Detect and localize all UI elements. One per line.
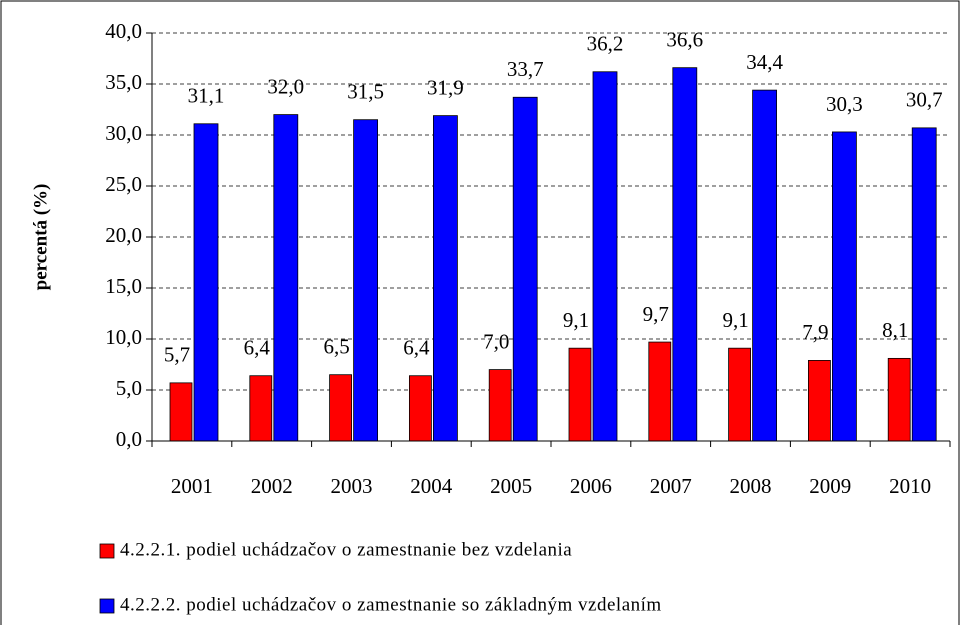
data-label: 9,7	[643, 302, 669, 326]
x-tick-label: 2005	[490, 474, 532, 498]
x-tick-label: 2008	[730, 474, 772, 498]
bar	[648, 341, 672, 442]
bar	[887, 357, 911, 442]
bar	[728, 347, 751, 442]
bar	[832, 131, 857, 442]
data-label: 30,7	[906, 88, 943, 112]
data-label: 7,9	[802, 320, 828, 344]
bar	[512, 96, 538, 442]
bar	[169, 382, 193, 442]
bar	[273, 114, 299, 442]
bar	[488, 369, 512, 442]
legend-swatch	[99, 598, 115, 614]
y-tick-label: 25,0	[105, 172, 142, 196]
data-label: 31,9	[427, 75, 464, 99]
bar	[592, 71, 618, 442]
data-label: 7,0	[483, 329, 509, 353]
y-tick-label: 35,0	[105, 70, 142, 94]
legend-text: 4.2.2.2. podiel uchádzačov o zamestnanie…	[120, 594, 662, 615]
data-label: 36,6	[666, 27, 703, 51]
x-tick-label: 2009	[809, 474, 851, 498]
y-tick-label: 10,0	[105, 325, 142, 349]
x-tick-label: 2007	[650, 474, 692, 498]
data-label: 32,0	[267, 74, 304, 98]
y-tick-label: 30,0	[105, 121, 142, 145]
x-tick-label: 2010	[889, 474, 931, 498]
bar	[249, 375, 273, 442]
y-tick-label: 40,0	[105, 19, 142, 43]
bar	[353, 119, 379, 442]
bar	[329, 374, 353, 442]
x-tick-label: 2006	[570, 474, 612, 498]
data-label: 31,5	[347, 80, 384, 104]
x-tick-label: 2001	[171, 474, 213, 498]
x-tick-label: 2004	[410, 474, 453, 498]
data-label: 6,4	[403, 336, 430, 360]
data-label: 5,7	[164, 343, 190, 367]
y-tick-label: 0,0	[116, 427, 142, 451]
bar	[408, 375, 432, 442]
y-tick-label: 20,0	[105, 223, 142, 247]
data-label: 8,1	[882, 318, 908, 342]
data-label: 6,5	[323, 335, 349, 359]
bar	[193, 123, 219, 442]
data-label: 6,4	[244, 336, 271, 360]
x-tick-label: 2002	[251, 474, 293, 498]
data-label: 36,2	[587, 32, 624, 56]
data-label: 34,4	[746, 50, 783, 74]
data-label: 33,7	[507, 57, 544, 81]
bar	[432, 115, 458, 442]
bar	[672, 67, 698, 442]
y-tick-label: 15,0	[105, 274, 142, 298]
data-label: 31,1	[188, 84, 225, 108]
y-tick-label: 5,0	[116, 376, 142, 400]
data-label: 9,1	[563, 308, 589, 332]
legend-swatch	[99, 543, 115, 559]
y-axis-label: percentá (%)	[30, 184, 51, 291]
x-tick-label: 2003	[331, 474, 373, 498]
bar	[911, 127, 937, 442]
bar	[568, 347, 592, 442]
legend-text: 4.2.2.1. podiel uchádzačov o zamestnanie…	[120, 539, 572, 560]
bar	[808, 360, 831, 442]
data-label: 9,1	[722, 308, 748, 332]
bar	[752, 89, 777, 442]
data-label: 30,3	[826, 92, 863, 116]
